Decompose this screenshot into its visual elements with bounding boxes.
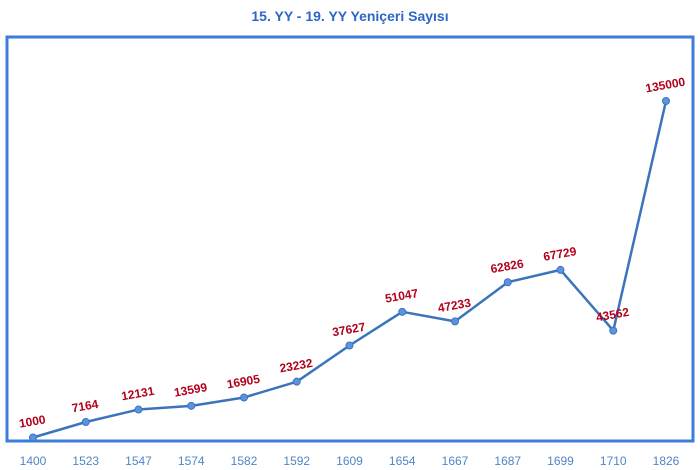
x-tick-label-1574: 1574 — [178, 454, 205, 468]
chart-title: 15. YY - 19. YY Yeniçeri Sayısı — [251, 8, 449, 24]
data-label-1592: 23232 — [278, 356, 314, 376]
data-label-1609: 37627 — [331, 320, 367, 340]
data-point-1574 — [187, 401, 196, 410]
data-point-1582 — [240, 393, 248, 402]
x-tick-label-1667: 1667 — [442, 454, 469, 468]
data-point-1826 — [662, 97, 670, 105]
data-label-1826: 135000 — [644, 75, 686, 96]
data-point-1667 — [451, 317, 459, 326]
x-tick-label-1710: 1710 — [600, 454, 627, 468]
data-point-1687 — [503, 278, 512, 287]
data-label-1574: 13599 — [173, 380, 209, 400]
x-tick-label-1699: 1699 — [547, 454, 574, 468]
data-point-1710 — [609, 326, 618, 335]
x-tick-label-1826: 1826 — [653, 454, 680, 468]
data-point-1699 — [556, 265, 565, 274]
x-tick-label-1592: 1592 — [283, 454, 310, 468]
data-label-1654: 51047 — [384, 286, 420, 306]
data-label-1547: 12131 — [120, 384, 156, 404]
data-label-1687: 62826 — [489, 256, 525, 276]
data-point-1400 — [29, 433, 37, 442]
data-point-1523 — [81, 418, 90, 427]
series-line — [32, 100, 668, 439]
data-label-1667: 47233 — [437, 296, 473, 316]
data-label-1523: 7164 — [71, 397, 100, 415]
data-point-1592 — [292, 377, 301, 386]
x-tick-label-1654: 1654 — [389, 454, 416, 468]
x-tick-label-1687: 1687 — [494, 454, 521, 468]
x-tick-label-1523: 1523 — [72, 454, 99, 468]
x-tick-label-1400: 1400 — [20, 454, 47, 468]
data-label-1400: 1000 — [18, 412, 47, 430]
data-label-1699: 67729 — [542, 244, 578, 264]
data-point-1609 — [345, 341, 354, 350]
data-label-1582: 16905 — [226, 372, 262, 392]
plot-frame — [5, 35, 695, 443]
x-tick-label-1582: 1582 — [231, 454, 258, 468]
x-tick-label-1547: 1547 — [125, 454, 152, 468]
data-label-1710: 43562 — [595, 305, 631, 325]
data-point-1654 — [398, 307, 407, 316]
x-tick-label-1609: 1609 — [336, 454, 363, 468]
data-point-1547 — [134, 405, 143, 414]
